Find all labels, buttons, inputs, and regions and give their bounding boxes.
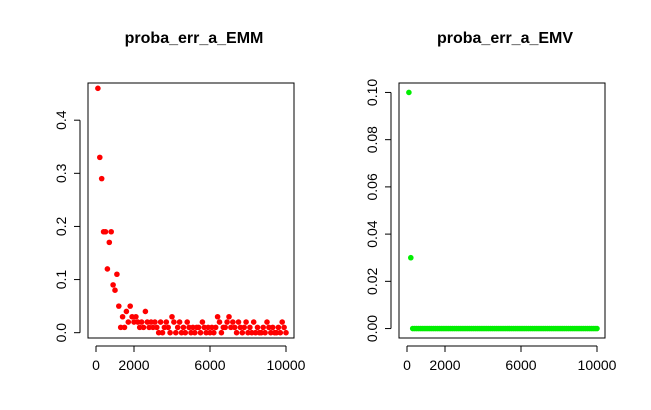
data-point	[104, 266, 111, 272]
data-point	[235, 319, 242, 325]
data-point	[226, 313, 232, 320]
x-tick-label: 2000	[118, 357, 149, 373]
data-point	[167, 329, 173, 336]
data-point	[116, 303, 122, 309]
y-tick-label: 0.08	[364, 126, 380, 153]
data-point	[197, 329, 204, 336]
data-point	[262, 329, 268, 336]
chart-title-emm: proba_err_a_EMM	[124, 30, 264, 47]
data-point	[152, 319, 158, 325]
plot-emm: 0 2000 6000 10000 0.0 0.1 0.2 0.3 0.4	[53, 82, 306, 373]
data-point	[102, 228, 109, 235]
data-point	[180, 324, 187, 331]
data-point	[97, 154, 103, 161]
data-point	[133, 313, 139, 320]
x-tick-label: 6000	[505, 357, 536, 373]
data-point	[127, 303, 133, 309]
data-point	[106, 239, 113, 246]
x-tick-label: 10000	[267, 357, 306, 373]
chart-title-emv: proba_err_a_EMV	[436, 30, 574, 47]
data-point	[192, 329, 198, 336]
data-point	[154, 324, 160, 331]
data-point	[230, 319, 236, 325]
plot-frame	[398, 82, 606, 339]
data-point	[231, 324, 238, 331]
data-point	[233, 329, 240, 336]
y-tick-label: 0.3	[53, 163, 69, 183]
data-point	[114, 271, 120, 278]
y-tick-label: 0.10	[364, 79, 380, 106]
data-point	[239, 329, 246, 336]
data-point	[165, 324, 171, 331]
data-point	[224, 319, 230, 325]
y-tick-label: 0.4	[53, 110, 69, 130]
data-point	[138, 319, 145, 325]
data-point	[184, 319, 190, 325]
data-point	[174, 324, 181, 331]
data-point	[250, 319, 257, 325]
data-point	[211, 329, 217, 336]
data-point	[140, 324, 147, 331]
data-point	[110, 282, 116, 288]
data-point	[125, 319, 132, 325]
data-point	[594, 325, 600, 332]
data-point	[264, 319, 270, 325]
data-point	[254, 324, 261, 331]
data-point	[277, 329, 284, 336]
data-point	[159, 329, 166, 336]
data-point	[260, 324, 267, 331]
data-point	[247, 324, 253, 331]
data-point	[195, 324, 202, 331]
x-tick-label: 0	[403, 357, 411, 373]
y-tick-label: 0.00	[364, 315, 380, 342]
data-point	[108, 228, 114, 235]
data-point	[222, 324, 228, 331]
data-point	[269, 324, 276, 331]
data-point	[243, 319, 249, 325]
y-tick-label: 0.06	[364, 173, 380, 200]
data-point	[98, 175, 105, 182]
data-point	[212, 324, 219, 331]
y-tick-label: 0.2	[53, 216, 69, 236]
data-point	[241, 324, 247, 331]
data-point	[279, 319, 286, 325]
x-tick-label: 10000	[578, 357, 617, 373]
data-point	[119, 313, 126, 320]
data-point	[216, 319, 223, 325]
data-point	[112, 287, 118, 293]
plot-frame	[87, 82, 295, 339]
data-point	[406, 89, 412, 96]
y-tick-label: 0.04	[364, 220, 380, 247]
data-point	[199, 319, 206, 325]
data-point	[95, 85, 101, 92]
data-point	[173, 329, 179, 336]
data-point	[275, 324, 282, 331]
data-point	[157, 319, 164, 325]
x-tick-label: 6000	[194, 357, 225, 373]
plot-emv: 0 2000 6000 10000 0.00 0.02 0.04 0.06 0.08 0.10	[364, 79, 617, 373]
y-tick-label: 0.1	[53, 270, 69, 290]
data-point	[142, 308, 149, 315]
data-point	[169, 313, 175, 320]
data-point	[123, 308, 130, 315]
y-tick-label: 0.0	[53, 323, 69, 343]
x-tick-label: 2000	[429, 357, 460, 373]
data-point	[163, 319, 170, 325]
data-point	[281, 324, 287, 331]
data-point	[176, 319, 183, 325]
data-point	[171, 319, 177, 325]
data-point	[121, 324, 128, 331]
x-tick-label: 0	[92, 357, 100, 373]
data-point	[408, 254, 414, 261]
data-point	[283, 329, 289, 336]
data-point	[214, 313, 221, 320]
y-tick-label: 0.02	[364, 267, 380, 294]
data-point	[182, 329, 189, 336]
data-point	[218, 329, 225, 336]
